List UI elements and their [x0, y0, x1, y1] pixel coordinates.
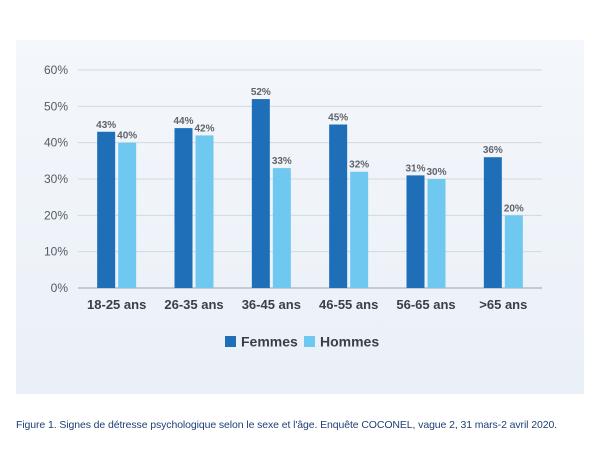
bar-femmes-4 — [406, 175, 425, 288]
grid-lines — [78, 69, 542, 289]
data-label: 30% — [426, 167, 446, 178]
x-axis-categories: 18-25 ans 26-35 ans 36-45 ans 46-55 ans 56-6… — [87, 297, 527, 312]
y-tick-label: 0% — [51, 281, 69, 295]
y-tick-label: 50% — [44, 99, 68, 113]
y-axis-ticks: 0% 10% 20% 30% 40% 50% 60% — [44, 63, 68, 295]
bar-femmes-1 — [174, 128, 193, 288]
data-label: 31% — [405, 163, 425, 174]
legend: Femmes Hommes — [225, 334, 379, 350]
bar-hommes-0 — [118, 142, 137, 288]
data-label: 36% — [483, 145, 503, 156]
bar-hommes-4 — [427, 179, 446, 288]
bar-femmes-2 — [251, 99, 270, 288]
y-tick-label: 30% — [44, 172, 68, 186]
figure-caption: Figure 1. Signes de détresse psychologiq… — [16, 419, 558, 431]
bar-hommes-5 — [504, 215, 523, 288]
data-label: 42% — [194, 123, 214, 134]
category-label: 46-55 ans — [319, 297, 378, 312]
category-label: >65 ans — [479, 297, 527, 312]
bar-hommes-2 — [272, 168, 291, 288]
data-label: 32% — [349, 160, 369, 171]
data-label: 40% — [117, 131, 137, 142]
bar-femmes-0 — [97, 131, 116, 288]
data-label: 52% — [251, 87, 271, 98]
data-label: 44% — [173, 116, 193, 127]
legend-swatch-femmes — [225, 336, 236, 347]
y-tick-label: 40% — [44, 136, 68, 150]
category-label: 56-65 ans — [396, 297, 455, 312]
y-tick-label: 20% — [44, 208, 68, 222]
y-tick-label: 60% — [44, 63, 68, 77]
legend-label-femmes: Femmes — [241, 334, 298, 350]
data-labels: 43%40% 44%42% 52% 33% 45% 32% 31% 30% 36% 20% — [96, 87, 524, 214]
bar-femmes-3 — [329, 124, 348, 288]
data-label: 45% — [328, 113, 348, 124]
legend-label-hommes: Hommes — [320, 334, 379, 350]
bar-hommes-3 — [350, 171, 369, 288]
bars — [97, 99, 523, 288]
data-label: 33% — [272, 156, 292, 167]
bar-femmes-5 — [483, 157, 502, 288]
category-label: 18-25 ans — [87, 297, 146, 312]
category-label: 36-45 ans — [242, 297, 301, 312]
category-label: 26-35 ans — [164, 297, 223, 312]
data-label: 20% — [504, 203, 524, 214]
y-tick-label: 10% — [44, 245, 68, 259]
legend-swatch-hommes — [304, 336, 315, 347]
data-label: 43% — [96, 120, 116, 131]
bar-hommes-1 — [195, 135, 214, 288]
